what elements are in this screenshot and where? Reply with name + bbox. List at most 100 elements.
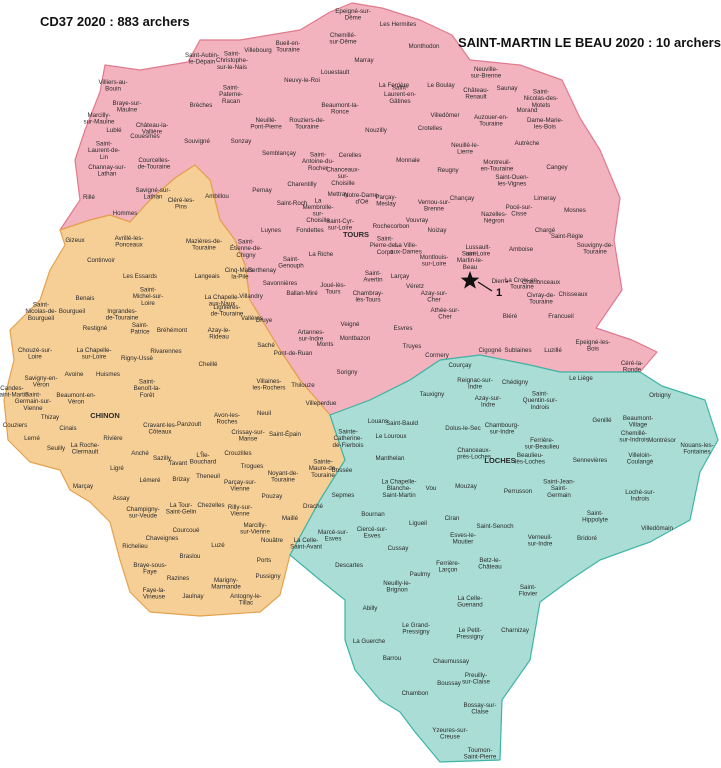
commune-label: Luzé bbox=[211, 542, 225, 549]
commune-label: Montlouis-sur-Loire bbox=[420, 254, 449, 268]
commune-label: Crissay-sur-Manse bbox=[231, 429, 264, 443]
commune-label: Thizay bbox=[41, 414, 60, 421]
commune-label: Rivarennes bbox=[150, 348, 181, 355]
commune-label: Continvoir bbox=[87, 257, 115, 264]
commune-label: Bréhémont bbox=[157, 327, 188, 334]
commune-label: Charentilly bbox=[287, 181, 317, 188]
commune-label: Saint-Étienne-de-Chigny bbox=[230, 239, 262, 259]
commune-label: Monthodon bbox=[409, 43, 441, 50]
commune-label: Ports bbox=[257, 557, 271, 564]
commune-label: Céré-la-Ronde bbox=[621, 360, 643, 374]
commune-label: Saint-Antoine-du-Rocher bbox=[302, 152, 334, 172]
commune-label: Hommes bbox=[113, 210, 138, 217]
commune-label: Assay bbox=[113, 495, 131, 502]
commune-labels: Epeigné-sur-Dême Les Hermites Chemillé-sur… bbox=[0, 8, 714, 761]
commune-label: Joué-lès-Tours bbox=[320, 282, 345, 296]
commune-label: Thilouze bbox=[291, 382, 315, 389]
commune-label: Ligré bbox=[110, 465, 124, 472]
commune-label: Barrou bbox=[383, 655, 402, 662]
commune-label: Orbigny bbox=[649, 392, 672, 399]
commune-label: Saint-Pierre-des-Corps bbox=[370, 236, 401, 256]
commune-label: Neuillé-le-Lierre bbox=[451, 142, 479, 156]
commune-label: Pont-de-Ruan bbox=[274, 350, 313, 357]
commune-label: Faye-la-Vineuse bbox=[143, 587, 166, 601]
region bbox=[3, 164, 346, 617]
commune-label: Braye-sous-Faye bbox=[133, 562, 166, 576]
commune-label: Bridoré bbox=[577, 535, 598, 542]
commune-label: Braslou bbox=[180, 553, 202, 560]
commune-label: Cerelles bbox=[339, 152, 362, 159]
commune-label: Autrèche bbox=[515, 140, 540, 147]
commune-label: Cigogné bbox=[478, 347, 502, 354]
commune-label: Chezelles bbox=[197, 502, 224, 509]
commune-label: Boussay bbox=[437, 680, 462, 687]
commune-label: Villeperdue bbox=[306, 400, 337, 407]
commune-label: Chargé bbox=[535, 227, 556, 234]
commune-label: Azay-sur-Cher bbox=[421, 290, 447, 304]
commune-label: Vouvray bbox=[406, 217, 429, 224]
commune-label: Vallères bbox=[241, 315, 263, 322]
commune-label: Berthenay bbox=[248, 267, 277, 274]
commune-label: Parçay-sur-Vienne bbox=[224, 479, 256, 493]
commune-label: Marcilly-sur-Maulne bbox=[84, 112, 116, 126]
commune-label: Lerné bbox=[24, 435, 40, 442]
commune-label: Noizay bbox=[428, 227, 448, 234]
commune-label: Athée-sur-Cher bbox=[431, 307, 460, 321]
commune-label: Saint-Senoch bbox=[476, 523, 514, 530]
commune-label: Panzoult bbox=[177, 421, 201, 428]
commune-label: Saint-Ouen-les-Vignes bbox=[495, 174, 528, 188]
commune-label: Chançay bbox=[450, 195, 475, 202]
commune-label: Benais bbox=[76, 295, 95, 302]
commune-label: Les Essards bbox=[123, 273, 157, 280]
commune-label: Chouzé-sur-Loire bbox=[18, 347, 52, 361]
commune-label: Trogues bbox=[241, 463, 263, 470]
commune-label: Saint-Nicolas-de-Bourgueil bbox=[25, 302, 56, 322]
commune-label: Montreuil-en-Touraine bbox=[481, 159, 514, 173]
commune-label: Tavant bbox=[169, 460, 188, 467]
commune-label: Chédigny bbox=[502, 379, 529, 386]
commune-label: Neuil bbox=[257, 410, 271, 417]
commune-label: Le Boulay bbox=[427, 82, 455, 89]
commune-label: Seuilly bbox=[47, 445, 66, 452]
commune-label: Pouzay bbox=[262, 493, 284, 500]
commune-label: Lignières-de-Touraine bbox=[211, 304, 244, 318]
commune-label: Saint-Patrice bbox=[130, 322, 150, 336]
commune-label: Saint-Flovier bbox=[519, 584, 538, 598]
commune-label: Neuville-sur-Brenne bbox=[471, 66, 502, 80]
commune-label: Courcelles-de-Touraine bbox=[138, 157, 171, 171]
commune-label: Vernou-sur-Brenne bbox=[418, 199, 450, 213]
commune-label: Champigny-sur-Veude bbox=[126, 506, 159, 520]
commune-label: Draché bbox=[303, 503, 324, 510]
commune-label: Couesmes bbox=[130, 133, 160, 140]
region bbox=[289, 354, 719, 763]
commune-label: Ambillou bbox=[205, 193, 229, 200]
commune-label: Jaulnay bbox=[182, 593, 204, 600]
commune-label: Saint-Martin-le-Beau bbox=[457, 251, 483, 271]
commune-label: Cinq-Mars-la-Pile bbox=[225, 267, 256, 281]
commune-label: LOCHES bbox=[484, 456, 515, 465]
commune-label: Lussault-sur-Loire bbox=[465, 244, 490, 258]
commune-label: Montrésor bbox=[648, 437, 676, 444]
commune-label: Chemillé-sur-Indrois bbox=[619, 430, 648, 444]
commune-label: Chanceaux-près-Loches bbox=[457, 447, 491, 461]
commune-label: Chanceaux-sur-Choisille bbox=[326, 167, 359, 187]
commune-label: Nazelles-Négron bbox=[481, 211, 507, 225]
commune-label: Louans bbox=[368, 418, 388, 425]
commune-label: Esvres bbox=[394, 325, 413, 332]
commune-label: Villaines-les-Rochers bbox=[252, 378, 285, 392]
commune-label: Epeigné-sur-Dême bbox=[335, 8, 370, 22]
commune-label: Verneuil-sur-Indre bbox=[528, 534, 553, 548]
regions bbox=[3, 2, 719, 763]
commune-label: Anché bbox=[131, 450, 149, 457]
commune-label: La Croix-en-Touraine bbox=[505, 277, 539, 291]
commune-label: Manthelan bbox=[376, 455, 405, 462]
commune-label: La Roche-Clermault bbox=[71, 442, 100, 456]
commune-label: Marcé-sur-Esves bbox=[318, 529, 348, 543]
commune-label: Chisseaux bbox=[559, 291, 589, 298]
commune-label: Candes-Saint-Martin bbox=[0, 385, 29, 399]
commune-label: Saint-Roch bbox=[277, 200, 308, 207]
commune-label: Pocé-sur-Cisse bbox=[506, 204, 533, 218]
commune-label: Luzillé bbox=[544, 347, 562, 354]
commune-label: Le Grand-Pressigny bbox=[402, 622, 430, 636]
commune-label: Ciercé-sur-Esves bbox=[357, 526, 388, 540]
